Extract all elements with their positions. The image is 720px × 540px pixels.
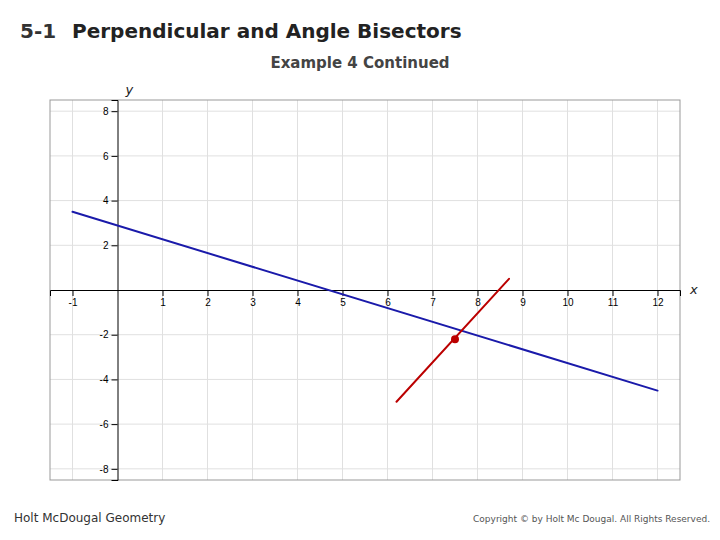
y-tick-mark <box>112 245 118 246</box>
x-tick-label: 9 <box>520 297 526 308</box>
grid-line-y <box>50 468 680 469</box>
x-tick: 12 <box>652 290 664 308</box>
x-tick-mark <box>208 290 209 296</box>
x-tick-label: 6 <box>385 297 391 308</box>
chart-root: 5-1Perpendicular and Angle BisectorsExam… <box>0 0 720 540</box>
y-tick-mark <box>112 201 118 202</box>
line <box>397 279 510 402</box>
y-tick-mark <box>112 335 118 336</box>
y-tick: 8 <box>103 106 118 117</box>
y-tick-label: 4 <box>103 195 109 206</box>
subtitle: Example 4 Continued <box>270 54 449 72</box>
grid-line-y <box>50 424 680 425</box>
y-axis-line <box>112 101 119 481</box>
y-tick: -8 <box>100 464 118 475</box>
x-tick-mark <box>388 290 389 296</box>
y-tick: -4 <box>100 374 118 385</box>
x-tick: 11 <box>608 290 619 308</box>
y-tick-label: -4 <box>100 374 109 385</box>
x-tick: 8 <box>475 290 481 308</box>
y-tick: 6 <box>103 151 118 162</box>
y-tick-mark <box>112 111 118 112</box>
x-tick: 4 <box>295 290 301 308</box>
chart-svg: 5-1Perpendicular and Angle BisectorsExam… <box>0 0 720 540</box>
x-tick-label: 5 <box>340 297 346 308</box>
plot-frame <box>50 100 680 480</box>
footer: Holt McDougal Geometry <box>14 511 165 525</box>
y-tick-label: 6 <box>103 151 109 162</box>
y-tick-label: 8 <box>103 106 109 117</box>
x-tick: 6 <box>385 290 391 308</box>
grid <box>50 100 680 480</box>
x-axis: -1123456789101112 <box>51 290 681 308</box>
y-tick-label: -8 <box>100 464 109 475</box>
x-axis-line <box>51 291 681 297</box>
y-tick-mark <box>112 379 118 380</box>
y-axis: -8 -6 -4 -2 2 4 6 8 <box>100 101 118 481</box>
x-tick-mark <box>298 290 299 296</box>
badge: 5-1 <box>20 19 56 43</box>
x-tick: 7 <box>430 290 436 308</box>
y-tick-label: -6 <box>100 419 109 430</box>
y-axis-label: y <box>125 82 134 97</box>
x-tick-label: 2 <box>205 297 211 308</box>
y-tick: -6 <box>100 419 118 430</box>
x-tick-mark <box>163 290 164 296</box>
y-tick-label: 2 <box>103 240 109 251</box>
x-tick-mark <box>613 290 614 296</box>
x-tick-mark <box>658 290 659 296</box>
y-tick: 2 <box>103 240 118 251</box>
x-tick-label: 4 <box>295 297 301 308</box>
y-tick-mark <box>112 424 118 425</box>
grid-line-y <box>50 245 680 246</box>
y-tick-mark <box>112 156 118 157</box>
y-tick: 4 <box>103 195 118 206</box>
marks <box>73 212 658 402</box>
grid-line-y <box>50 200 680 201</box>
x-tick: -1 <box>69 290 78 308</box>
x-tick-label: 10 <box>562 297 574 308</box>
y-tick: -2 <box>100 329 118 340</box>
copyright: Copyright © by Holt Mc Dougal. All Right… <box>473 514 710 524</box>
x-tick-label: 3 <box>250 297 256 308</box>
x-tick-label: 7 <box>430 297 436 308</box>
x-tick-mark <box>523 290 524 296</box>
x-tick: 3 <box>250 290 256 308</box>
x-tick-mark <box>568 290 569 296</box>
point <box>451 335 459 343</box>
x-tick-mark <box>253 290 254 296</box>
x-tick: 1 <box>160 290 166 308</box>
x-tick-label: -1 <box>69 297 78 308</box>
x-tick: 5 <box>340 290 346 308</box>
x-tick-label: 1 <box>160 297 166 308</box>
x-tick: 10 <box>562 290 574 308</box>
y-tick-label: -2 <box>100 329 109 340</box>
grid-line-y <box>50 111 680 112</box>
line <box>73 212 658 391</box>
x-tick-mark <box>433 290 434 296</box>
x-tick-label: 8 <box>475 297 481 308</box>
x-tick-mark <box>478 290 479 296</box>
x-tick: 2 <box>205 290 211 308</box>
x-tick: 9 <box>520 290 526 308</box>
x-tick-mark <box>73 290 74 296</box>
grid-line-y <box>50 155 680 156</box>
x-tick-label: 12 <box>652 297 664 308</box>
x-axis-label: x <box>689 282 698 297</box>
grid-line-y <box>50 379 680 380</box>
y-tick-mark <box>112 469 118 470</box>
x-tick-label: 11 <box>608 297 619 308</box>
title: Perpendicular and Angle Bisectors <box>72 19 462 43</box>
grid-line-y <box>50 334 680 335</box>
